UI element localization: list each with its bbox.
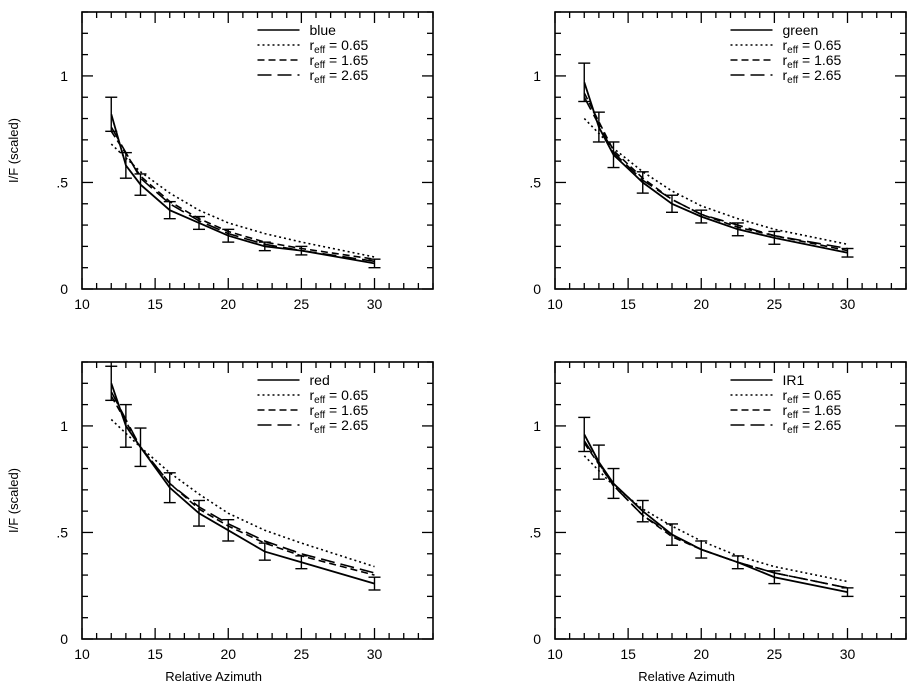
x-tick-label: 15 [620,646,636,662]
observed-line-blue [110,114,375,265]
legend-label-0-65: reff = 0.65 [310,37,369,56]
legend-label-0-65: reff = 0.65 [310,387,369,406]
legend-label-0-65: reff = 0.65 [783,37,842,56]
x-tick-label: 10 [547,646,563,662]
panel-red: 10 15 20 25 30 0 .5 1 I/F (scaled) Relative Azimu… [6,361,434,684]
legend-label-1-65: reff = 1.65 [310,52,369,71]
y-tick-label: .5 [529,524,541,540]
y-tick-label: 0 [60,281,68,297]
legend-label-observed: red [310,372,330,388]
y-axis-label: I/F (scaled) [6,468,21,533]
x-tick-label: 20 [220,646,236,662]
y-tick-label: .5 [56,524,68,540]
y-tick-label: .5 [56,174,68,190]
x-tick-label: 15 [147,296,163,312]
x-axis-label: Relative Azimuth [638,669,735,684]
plot-frame [554,11,907,290]
y-tick-label: 1 [533,418,541,434]
x-tick-label: 15 [147,646,163,662]
plot-frame [81,361,434,640]
y-tick-label: 1 [60,418,68,434]
observed-line-ir1 [583,433,848,593]
x-tick-label: 25 [767,296,783,312]
legend-label-2-65: reff = 2.65 [310,67,369,86]
legend-label-2-65: reff = 2.65 [783,417,842,436]
legend-label-2-65: reff = 2.65 [310,417,369,436]
legend-label-1-65: reff = 1.65 [310,402,369,421]
y-tick-label: .5 [529,174,541,190]
model-line-1-65 [583,92,848,252]
legend-label-2-65: reff = 2.65 [783,67,842,86]
x-tick-label: 30 [367,646,383,662]
y-tick-label: 1 [533,68,541,84]
legend-label-0-65: reff = 0.65 [783,387,842,406]
model-line-2-65 [583,440,848,589]
model-line-0-65 [583,455,848,583]
x-tick-label: 30 [367,296,383,312]
x-tick-label: 10 [74,296,90,312]
x-tick-label: 20 [220,296,236,312]
x-tick-label: 30 [840,296,856,312]
y-tick-label: 1 [60,68,68,84]
x-tick-label: 20 [693,296,709,312]
x-tick-label: 25 [767,646,783,662]
x-tick-label: 30 [840,646,856,662]
model-line-1-65 [110,130,375,260]
observed-line-green [583,82,848,254]
legend-label-1-65: reff = 1.65 [783,402,842,421]
model-line-0-65 [583,117,848,246]
x-tick-label: 20 [693,646,709,662]
x-tick-label: 10 [547,296,563,312]
y-tick-label: 0 [60,631,68,647]
x-tick-label: 25 [294,646,310,662]
x-tick-label: 10 [74,646,90,662]
model-line-2-65 [583,96,848,250]
y-tick-label: 0 [533,281,541,297]
plot-frame [554,361,907,640]
model-line-1-65 [583,442,848,589]
y-tick-label: 0 [533,631,541,647]
y-axis-label: I/F (scaled) [6,118,21,183]
model-line-0-65 [110,418,375,568]
legend-label-observed: blue [310,22,337,38]
model-line-0-65 [110,143,375,258]
x-tick-label: 25 [294,296,310,312]
x-axis-label: Relative Azimuth [165,669,262,684]
legend-label-1-65: reff = 1.65 [783,52,842,71]
x-tick-label: 15 [620,296,636,312]
legend-label-observed: IR1 [783,372,805,388]
plot-frame [81,11,434,290]
legend-label-observed: green [783,22,819,38]
